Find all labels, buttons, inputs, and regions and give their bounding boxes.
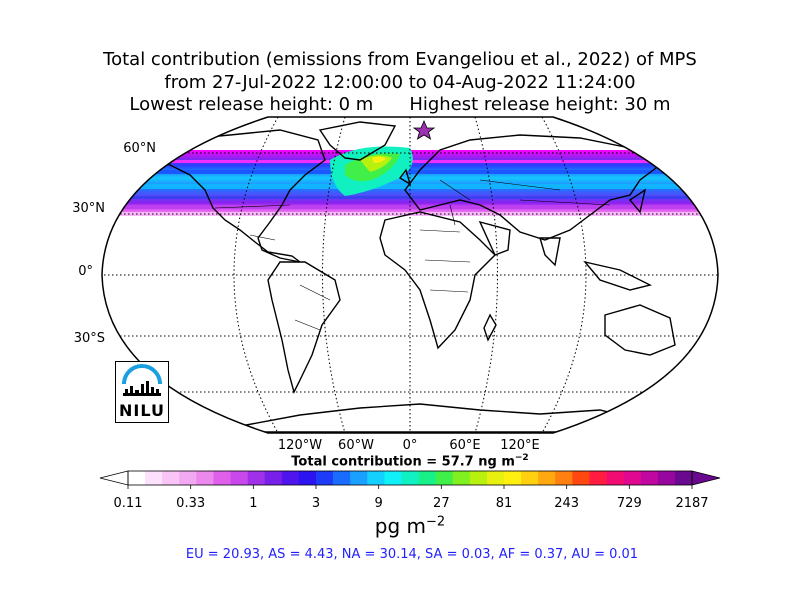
lat-label-30n: 30°N xyxy=(72,201,105,216)
colorbar-cell xyxy=(281,471,300,485)
colorbar-cell xyxy=(521,471,539,485)
highest-release-height: Highest release height: 30 m xyxy=(409,94,671,115)
colorbar-cell xyxy=(264,471,283,485)
colorbar-cell xyxy=(213,471,231,485)
colorbar-cell xyxy=(589,471,607,485)
colorbar-cell xyxy=(367,471,385,485)
colorbar-tick-label: 243 xyxy=(554,496,580,511)
colorbar-tick-label: 3 xyxy=(311,496,321,511)
lon-label-60e: 60°E xyxy=(449,438,481,453)
colorbar-max-arrow xyxy=(691,470,721,486)
lat-label-0: 0° xyxy=(78,264,93,279)
colorbar-cell xyxy=(350,471,368,485)
colorbar-cell xyxy=(128,471,146,485)
lon-label-120e: 120°E xyxy=(500,438,540,453)
colorbar-cell xyxy=(538,471,556,485)
colorbar-tick-label: 9 xyxy=(374,496,383,511)
lon-label-0: 0° xyxy=(402,438,418,453)
colorbar-cell xyxy=(452,471,471,485)
colorbar-tick-label: 27 xyxy=(433,496,450,511)
colorbar-cell xyxy=(674,471,693,485)
colorbar-cell xyxy=(230,471,248,485)
colorbar-cell xyxy=(504,471,522,485)
colorbar-cell xyxy=(657,471,676,485)
colorbar-tick-label: 2187 xyxy=(675,496,709,511)
colorbar-cell xyxy=(418,471,436,485)
colorbar-cell xyxy=(145,471,163,485)
lowest-release-height: Lowest release height: 0 m xyxy=(129,94,374,115)
colorbar-unit: pg m−2 xyxy=(374,514,446,538)
title-line-1: Total contribution (emissions from Evang… xyxy=(103,49,697,70)
nilu-logo: NILU xyxy=(115,361,169,423)
colorbar-tick-label: 0.11 xyxy=(113,496,143,511)
colorbar-tick-label: 0.33 xyxy=(176,496,206,511)
source-star-marker xyxy=(412,119,436,140)
colorbar-cell xyxy=(486,471,505,485)
title-line-3: Lowest release height: 0 m Highest releas… xyxy=(0,94,800,116)
colorbar-cell xyxy=(384,471,402,485)
colorbar-cell xyxy=(640,471,659,485)
coastlines xyxy=(127,121,699,433)
colorbar-cell xyxy=(401,471,419,485)
colorbar-cell xyxy=(623,471,642,485)
colorbar-cell xyxy=(196,471,214,485)
lon-label-60w: 60°W xyxy=(338,438,374,453)
colorbar-tick-label: 81 xyxy=(495,496,513,511)
colorbar-cell xyxy=(606,471,624,485)
colorbar-cell xyxy=(572,471,590,485)
colorbar-cell xyxy=(298,471,317,485)
colorbar-cell xyxy=(555,471,573,485)
region-contributions: EU = 20.93, AS = 4.43, NA = 30.14, SA = … xyxy=(185,547,639,562)
lon-label-120w: 120°W xyxy=(277,438,323,453)
colorbar-cell xyxy=(469,471,488,485)
colorbar-cell xyxy=(333,471,351,485)
colorbar-cell xyxy=(247,471,266,485)
colorbar-cell xyxy=(435,471,454,485)
colorbar-cell xyxy=(162,471,180,485)
colorbar-cell xyxy=(179,471,197,485)
colorbar-tick-label: 729 xyxy=(616,496,642,511)
total-contribution: Total contribution = 57.7 ng m−2 xyxy=(291,453,529,470)
title-line-2: from 27-Jul-2022 12:00:00 to 04-Aug-2022… xyxy=(164,72,636,93)
lat-label-30s: 30°S xyxy=(73,331,105,346)
lat-label-60n: 60°N xyxy=(123,141,156,156)
nilu-logo-text: NILU xyxy=(119,401,165,420)
colorbar-min-arrow xyxy=(99,470,129,486)
colorbar-cell xyxy=(316,471,334,485)
colorbar-tick-label: 1 xyxy=(249,496,258,511)
colorbar xyxy=(99,470,721,489)
map-boundary xyxy=(101,116,719,434)
